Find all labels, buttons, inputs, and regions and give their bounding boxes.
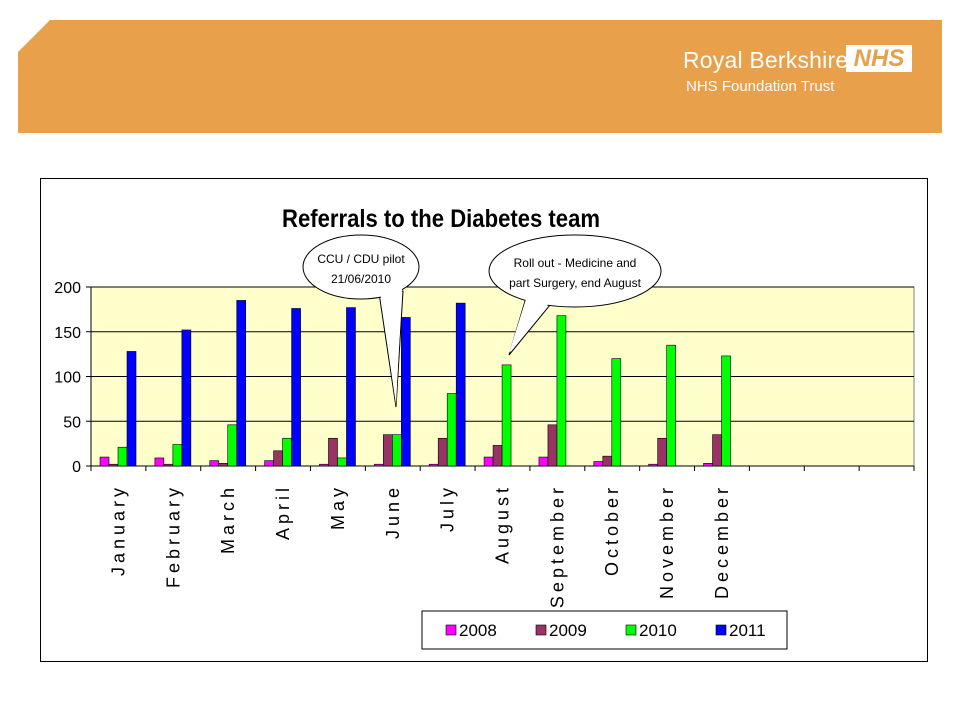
bar: [227, 424, 238, 467]
bar: [556, 315, 567, 467]
callout-pointer-mask: [509, 297, 554, 353]
bar: [648, 463, 658, 467]
y-tick-label: 150: [54, 325, 81, 342]
bar: [611, 358, 622, 467]
callout-pointer-mask: [380, 289, 402, 405]
callout-text: CCU / CDU pilot: [317, 252, 405, 266]
bar: [209, 460, 220, 467]
y-tick-label: 200: [54, 280, 81, 297]
bar: [319, 463, 329, 467]
legend-swatch: [625, 624, 637, 636]
bar: [446, 393, 457, 467]
x-tick-label: September: [547, 484, 567, 608]
x-tick-label: March: [218, 484, 238, 554]
bar: [172, 444, 183, 467]
bar: [501, 364, 512, 467]
legend-swatch: [715, 624, 727, 636]
bar: [154, 457, 165, 467]
banner-background: [18, 20, 942, 133]
x-tick-label: April: [273, 484, 293, 540]
bar: [392, 434, 402, 467]
bar: [291, 308, 301, 467]
bar: [328, 437, 338, 467]
x-tick-label: May: [328, 484, 348, 530]
bar: [99, 456, 110, 467]
callout-text: 21/06/2010: [331, 272, 391, 286]
legend-swatch: [535, 624, 547, 636]
bar: [593, 461, 604, 467]
bar: [492, 445, 503, 467]
bar: [602, 455, 613, 467]
bar: [337, 457, 347, 467]
org-subtitle: NHS Foundation Trust: [686, 78, 835, 95]
chart-title: Referrals to the Diabetes team: [282, 205, 600, 233]
bar: [181, 329, 192, 467]
org-name: Royal Berkshire: [683, 47, 849, 73]
x-tick-label: February: [163, 484, 183, 588]
bar: [346, 307, 356, 467]
x-tick-label: August: [493, 484, 513, 564]
bar: [657, 437, 667, 467]
x-tick-label: June: [383, 484, 403, 539]
bar: [117, 446, 128, 467]
bar: [666, 344, 676, 467]
bar: [703, 463, 713, 467]
referrals-chart: Referrals to the Diabetes team 0 50 100 150 2…: [54, 205, 915, 650]
x-tick-label: January: [108, 484, 128, 576]
header-banner: [18, 20, 942, 133]
bar: [383, 434, 393, 467]
x-tick-label: December: [712, 484, 732, 599]
bar: [374, 463, 384, 467]
bar: [437, 437, 448, 467]
callout-rollout: Roll out - Medicine and part Surgery, end…: [488, 234, 662, 356]
bar: [218, 463, 229, 467]
chart-frame: Referrals to the Diabetes team 0 50 100 150 2…: [40, 178, 928, 662]
bar: [547, 424, 558, 467]
callout-pilot: CCU / CDU pilot 21/06/2010: [302, 234, 420, 408]
bar: [483, 456, 494, 467]
legend-swatch: [445, 624, 457, 636]
bar: [538, 456, 549, 467]
bar: [282, 437, 292, 467]
bar: [108, 463, 119, 467]
bar: [401, 317, 411, 467]
y-tick-label: 50: [63, 414, 81, 431]
bar: [428, 463, 439, 467]
bar: [236, 300, 247, 467]
bar: [273, 450, 283, 467]
legend-label: 2010: [639, 621, 677, 640]
bar: [264, 460, 274, 467]
bar: [721, 355, 731, 467]
bar: [163, 463, 174, 467]
nhs-logo: NHS: [846, 45, 912, 72]
y-tick-label: 100: [54, 370, 81, 387]
legend-label: 2011: [729, 621, 766, 640]
callout-bubble: [488, 234, 662, 308]
y-tick-label: 0: [72, 459, 81, 476]
bar: [126, 351, 137, 467]
callout-text: Roll out - Medicine and: [514, 256, 637, 270]
callout-bubble: [302, 234, 420, 300]
bar: [455, 302, 466, 467]
x-tick-label: October: [602, 484, 622, 576]
legend-label: 2008: [459, 621, 497, 640]
legend-label: 2009: [549, 621, 587, 640]
x-tick-label: July: [438, 484, 458, 532]
bar: [712, 434, 722, 467]
x-tick-label: November: [657, 484, 677, 599]
callout-text: part Surgery, end August: [509, 276, 642, 290]
